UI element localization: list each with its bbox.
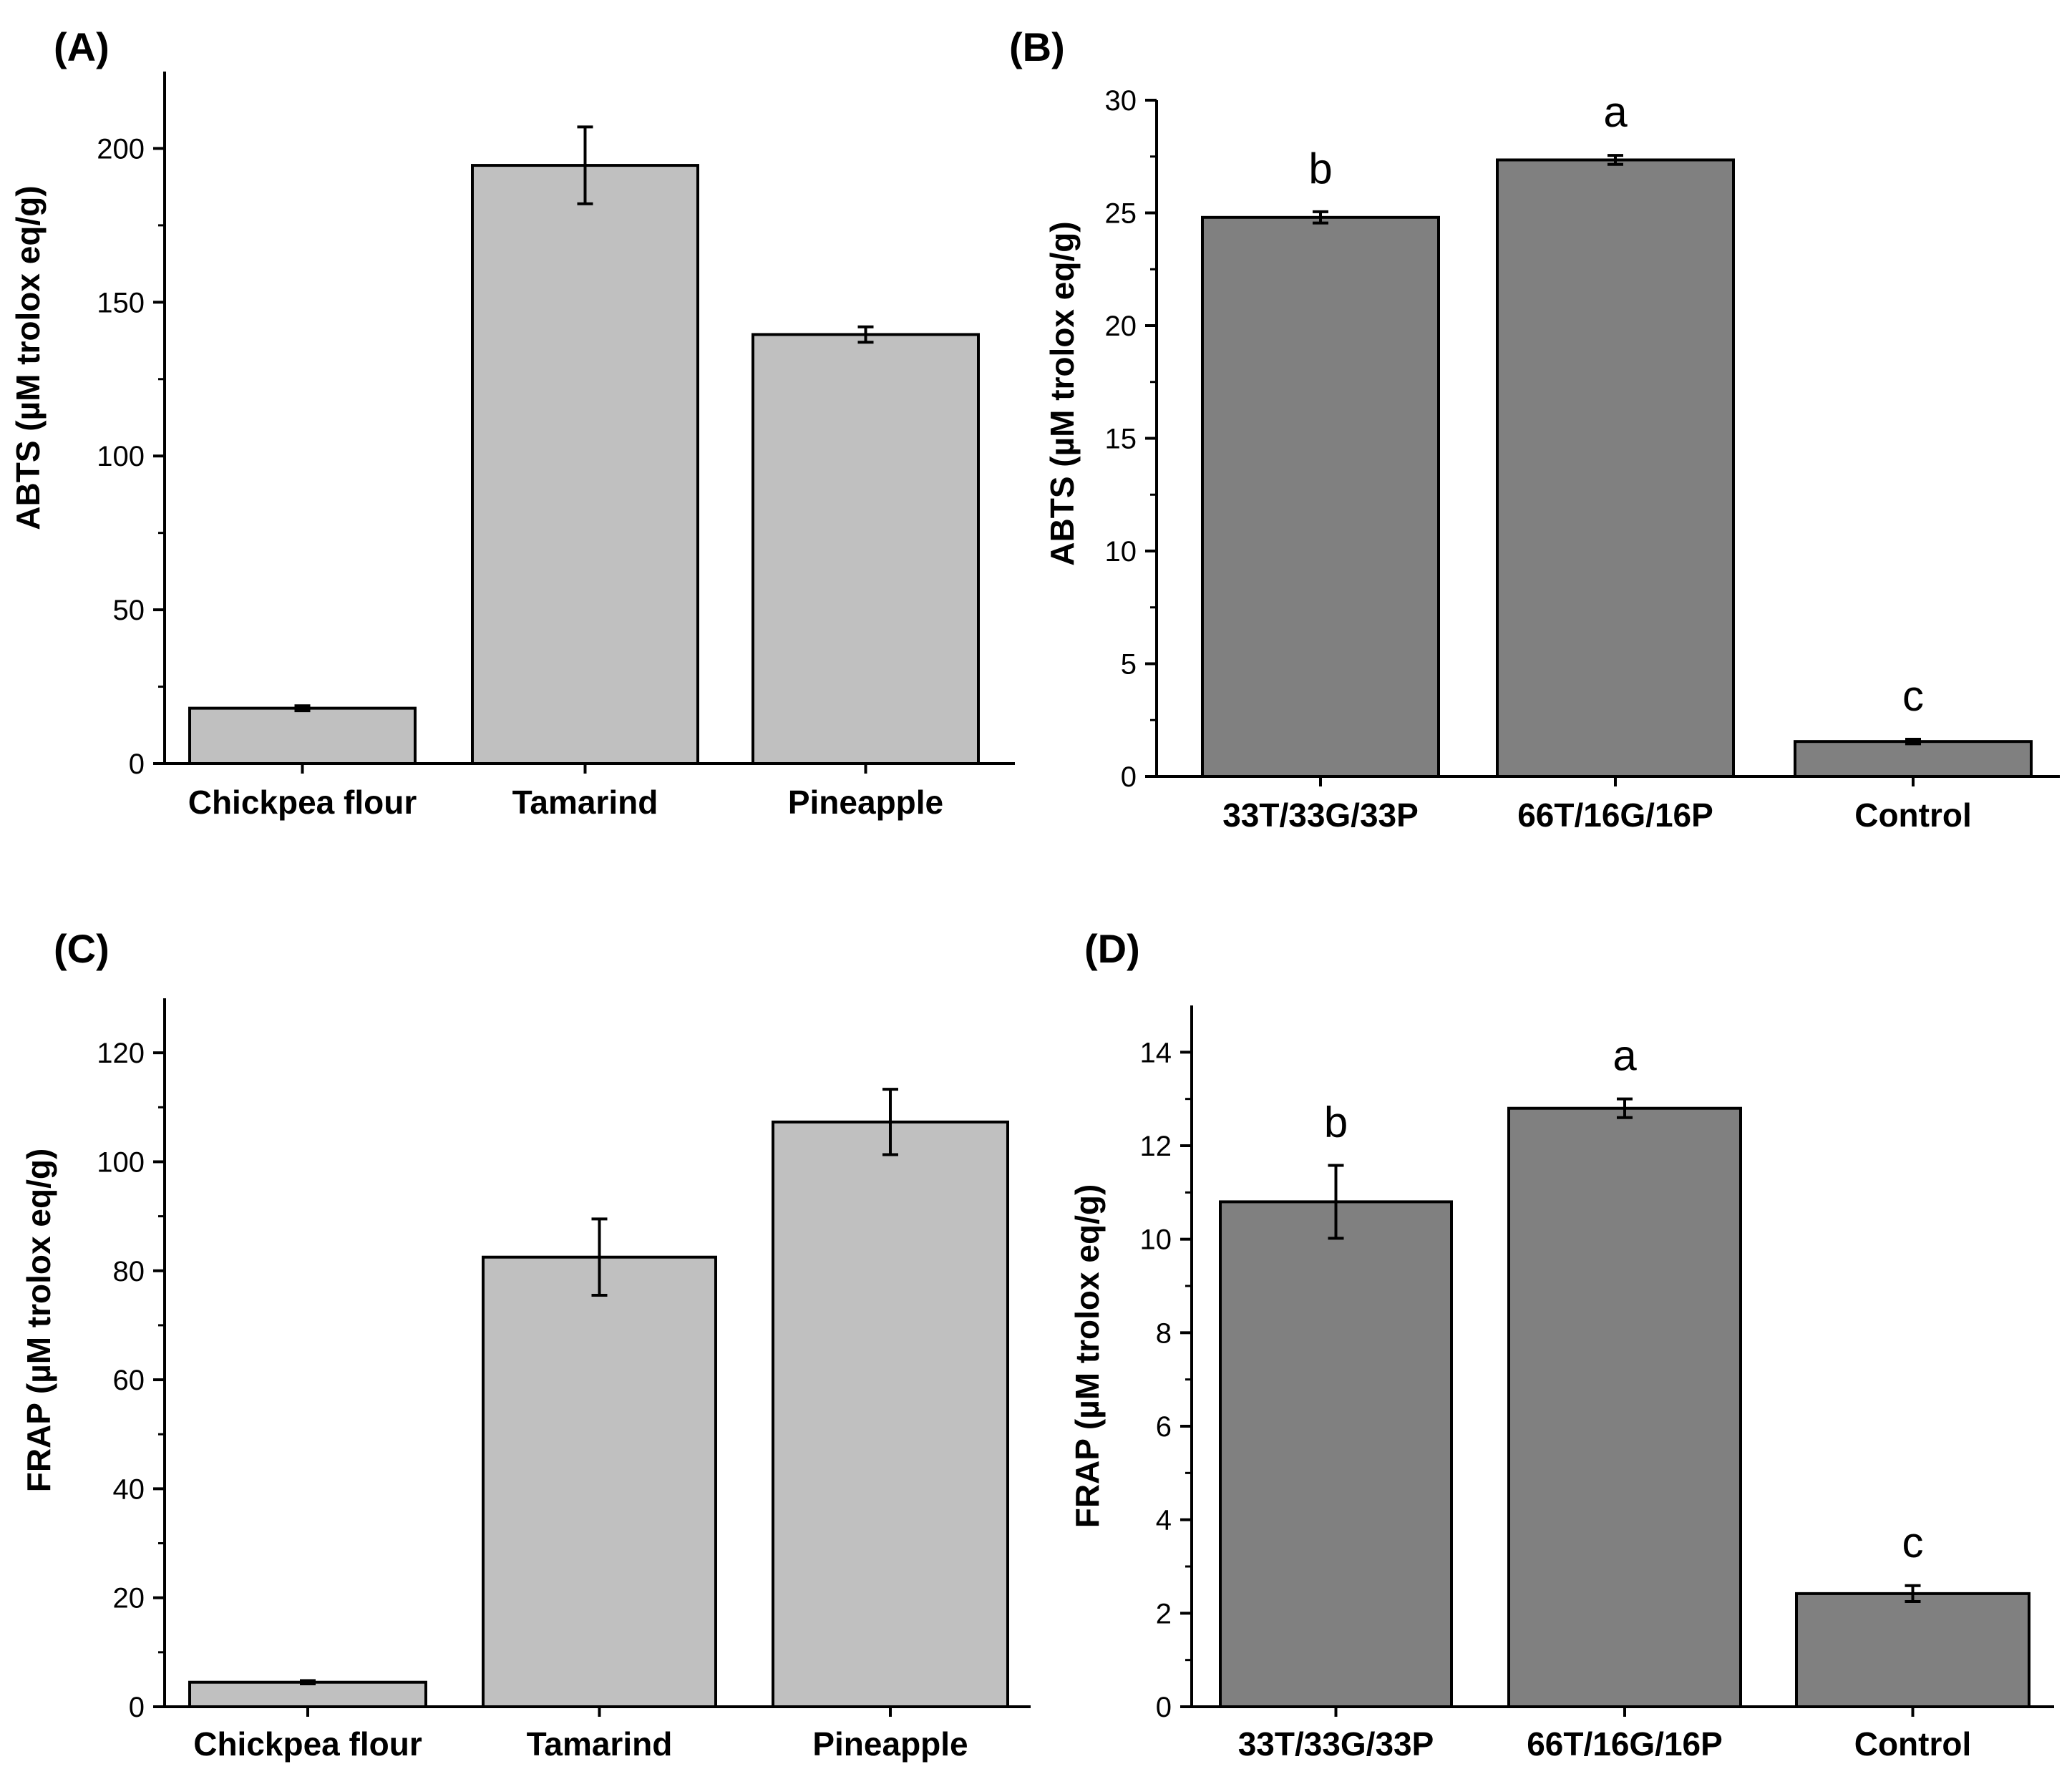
x-tick-label: Tamarind bbox=[512, 784, 658, 821]
y-tick-label: 5 bbox=[1121, 649, 1137, 681]
y-tick-label: 2 bbox=[1156, 1598, 1172, 1629]
y-tick-label: 20 bbox=[113, 1583, 145, 1614]
y-axis-title: FRAP (µM trolox eq/g) bbox=[20, 1149, 57, 1493]
y-tick-label: 100 bbox=[97, 441, 145, 472]
x-tick-label: Pineapple bbox=[788, 784, 943, 821]
y-tick-label: 6 bbox=[1156, 1411, 1172, 1443]
chart-panel-2: (B) 0 5 10 15 20 25 30 ABTS (µM trolox eq/g) 33T/… bbox=[1009, 24, 2060, 834]
x-tick-label: 33T/33G/33P bbox=[1238, 1725, 1434, 1763]
x-tick-label: 66T/16G/16P bbox=[1527, 1725, 1723, 1763]
panel-label: (D) bbox=[1084, 926, 1140, 971]
y-tick-label: 4 bbox=[1156, 1505, 1172, 1536]
x-tick-label: 33T/33G/33P bbox=[1222, 796, 1419, 834]
y-tick-label: 150 bbox=[97, 287, 145, 318]
bar bbox=[752, 333, 980, 765]
y-tick-label: 12 bbox=[1140, 1131, 1172, 1162]
y-tick-label: 14 bbox=[1140, 1037, 1172, 1068]
bar bbox=[1794, 740, 2033, 779]
y-tick-label: 0 bbox=[1156, 1692, 1172, 1723]
y-tick-label: 30 bbox=[1105, 85, 1137, 117]
y-tick-label: 120 bbox=[97, 1038, 145, 1069]
panel-label: (C) bbox=[54, 926, 110, 971]
y-axis-title: ABTS (µM trolox eq/g) bbox=[1044, 221, 1081, 565]
significance-letter: b bbox=[1324, 1098, 1348, 1146]
panel-label: (B) bbox=[1009, 24, 1065, 69]
bar bbox=[772, 1120, 1009, 1709]
panel-label: (A) bbox=[54, 24, 110, 69]
bar bbox=[1496, 158, 1735, 779]
significance-letter: c bbox=[1902, 1519, 1924, 1566]
y-tick-label: 50 bbox=[113, 595, 145, 626]
bar bbox=[482, 1255, 717, 1708]
y-tick-label: 40 bbox=[113, 1473, 145, 1505]
significance-letter: a bbox=[1613, 1032, 1637, 1080]
bar bbox=[1201, 215, 1440, 778]
bar bbox=[1219, 1200, 1453, 1708]
chart-panel-3: (C) 0 20 40 60 80 100 120 FRAP (µM trolox eq/g) C… bbox=[20, 926, 1031, 1763]
x-tick-label: Chickpea flour bbox=[193, 1725, 422, 1763]
y-axis-title: ABTS (µM trolox eq/g) bbox=[9, 185, 47, 530]
x-tick-label: Control bbox=[1854, 1725, 1972, 1763]
chart-panel-1: (A) 0 50 100 150 200 ABTS (µM trolox eq/g) Chic… bbox=[9, 24, 1015, 821]
significance-letter: c bbox=[1902, 672, 1924, 720]
y-tick-label: 20 bbox=[1105, 311, 1137, 342]
bar bbox=[1507, 1106, 1742, 1708]
y-tick-label: 100 bbox=[97, 1146, 145, 1178]
y-axis-title: FRAP (µM trolox eq/g) bbox=[1069, 1184, 1106, 1529]
y-tick-label: 10 bbox=[1140, 1224, 1172, 1256]
y-tick-label: 8 bbox=[1156, 1317, 1172, 1349]
significance-letter: b bbox=[1308, 145, 1332, 193]
x-tick-label: 66T/16G/16P bbox=[1517, 796, 1713, 834]
x-tick-label: Pineapple bbox=[812, 1725, 968, 1763]
chart-panel-4: (D) 0 2 4 6 8 10 12 14 FRAP (µM trolox eq/g) 33T/3… bbox=[1069, 926, 2054, 1763]
y-tick-label: 0 bbox=[1121, 761, 1137, 793]
x-tick-label: Control bbox=[1854, 796, 1972, 834]
y-tick-label: 10 bbox=[1105, 536, 1137, 567]
bar bbox=[1795, 1592, 2030, 1708]
bar bbox=[471, 164, 699, 766]
y-tick-label: 0 bbox=[129, 1692, 145, 1723]
significance-letter: a bbox=[1603, 88, 1628, 136]
y-tick-label: 60 bbox=[113, 1365, 145, 1396]
y-tick-label: 0 bbox=[129, 749, 145, 780]
y-tick-label: 80 bbox=[113, 1256, 145, 1287]
bar bbox=[188, 1680, 427, 1708]
y-tick-label: 200 bbox=[97, 133, 145, 165]
y-tick-label: 15 bbox=[1105, 424, 1137, 455]
bar bbox=[188, 706, 417, 766]
x-tick-label: Chickpea flour bbox=[188, 784, 417, 821]
y-tick-label: 25 bbox=[1105, 198, 1137, 230]
x-tick-label: Tamarind bbox=[527, 1725, 673, 1763]
